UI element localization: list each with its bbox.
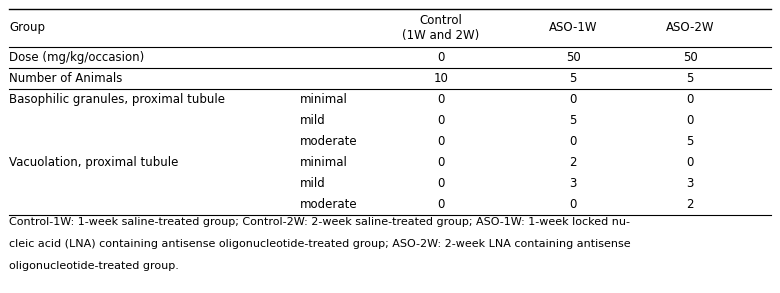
Text: cleic acid (LNA) containing antisense oligonucleotide-treated group; ASO-2W: 2-w: cleic acid (LNA) containing antisense ol…: [9, 239, 631, 249]
Text: 10: 10: [433, 72, 448, 85]
Text: 0: 0: [437, 177, 445, 190]
Text: 0: 0: [437, 135, 445, 148]
Text: 0: 0: [437, 198, 445, 211]
Text: Control-1W: 1-week saline-treated group; Control-2W: 2-week saline-treated group: Control-1W: 1-week saline-treated group;…: [9, 217, 630, 227]
Text: ASO-1W: ASO-1W: [549, 21, 597, 34]
Text: 0: 0: [437, 114, 445, 127]
Text: Control
(1W and 2W): Control (1W and 2W): [402, 14, 480, 42]
Text: 0: 0: [686, 93, 694, 106]
Text: 5: 5: [569, 114, 577, 127]
Text: 0: 0: [569, 93, 577, 106]
Text: ASO-2W: ASO-2W: [666, 21, 714, 34]
Text: 0: 0: [569, 135, 577, 148]
Text: 50: 50: [683, 51, 697, 64]
Text: 0: 0: [569, 198, 577, 211]
Text: 3: 3: [569, 177, 577, 190]
Text: oligonucleotide-treated group.: oligonucleotide-treated group.: [9, 261, 179, 271]
Text: Group: Group: [9, 21, 45, 34]
Text: 3: 3: [686, 177, 694, 190]
Text: Dose (mg/kg/occasion): Dose (mg/kg/occasion): [9, 51, 144, 64]
Text: minimal: minimal: [300, 156, 348, 169]
Text: 0: 0: [437, 93, 445, 106]
Text: 2: 2: [686, 198, 694, 211]
Text: Vacuolation, proximal tubule: Vacuolation, proximal tubule: [9, 156, 179, 169]
Text: 0: 0: [686, 156, 694, 169]
Text: mild: mild: [300, 177, 326, 190]
Text: 0: 0: [686, 114, 694, 127]
Text: 5: 5: [569, 72, 577, 85]
Text: 5: 5: [686, 72, 694, 85]
Text: mild: mild: [300, 114, 326, 127]
Text: minimal: minimal: [300, 93, 348, 106]
Text: moderate: moderate: [300, 135, 358, 148]
Text: moderate: moderate: [300, 198, 358, 211]
Text: 2: 2: [569, 156, 577, 169]
Text: Number of Animals: Number of Animals: [9, 72, 122, 85]
Text: 0: 0: [437, 51, 445, 64]
Text: 50: 50: [566, 51, 580, 64]
Text: 0: 0: [437, 156, 445, 169]
Text: 5: 5: [686, 135, 694, 148]
Text: Basophilic granules, proximal tubule: Basophilic granules, proximal tubule: [9, 93, 225, 106]
